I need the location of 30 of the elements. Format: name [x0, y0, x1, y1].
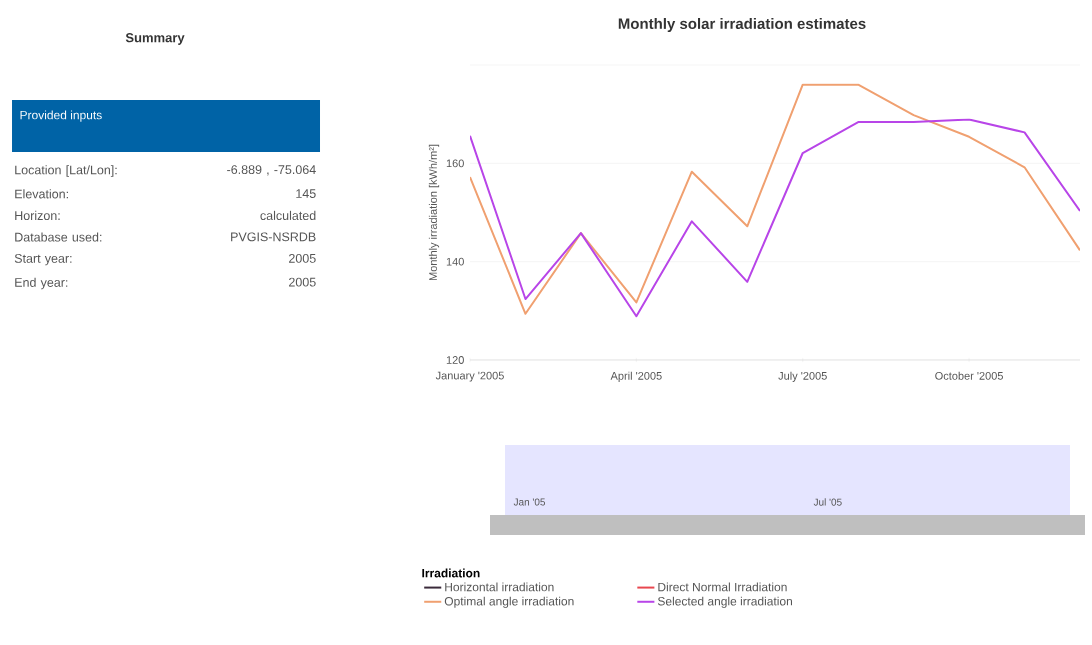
- text: Location [Lat/Lon]:: [15, 165, 117, 177]
- text: 2005: [289, 277, 316, 287]
- text: calculated: [260, 210, 316, 220]
- x-tick-label: January '2005: [435, 371, 504, 382]
- text: Provided inputs: [20, 110, 102, 122]
- text: -6.889 , -75.064: [227, 165, 316, 176]
- legend-label: Optimal angle irradiation: [444, 596, 574, 608]
- x-tick-label: July '2005: [778, 371, 827, 382]
- text: Jul '05: [813, 498, 842, 506]
- legend-label: Horizontal irradiation: [445, 582, 554, 592]
- y-tick-label: 160: [446, 159, 464, 168]
- text: End year:: [15, 277, 68, 290]
- text: Elevation:: [15, 189, 68, 199]
- x-tick-label: October '2005: [935, 371, 1003, 380]
- legend-label: Selected angle irradiation: [657, 596, 792, 608]
- y-tick-label: 120: [446, 356, 464, 364]
- legend-title: Irradiation: [422, 568, 480, 578]
- text: Horizon:: [15, 210, 60, 220]
- text: Summary: [125, 33, 185, 45]
- text: 145: [296, 189, 316, 198]
- legend-label: Direct Normal Irradiation: [658, 582, 787, 592]
- text: Database used:: [15, 232, 102, 242]
- text: 2005: [289, 253, 316, 263]
- x-tick-label: April '2005: [610, 371, 662, 382]
- text: Jan '05: [513, 498, 546, 506]
- chart-title: Monthly solar irradiation estimates: [618, 18, 866, 32]
- text: Start year:: [14, 253, 72, 266]
- text: PVGIS-NSRDB: [231, 232, 316, 242]
- y-tick-label: 140: [446, 257, 464, 266]
- y-axis-title: Monthly irradiation [kWh/m²]: [428, 144, 440, 281]
